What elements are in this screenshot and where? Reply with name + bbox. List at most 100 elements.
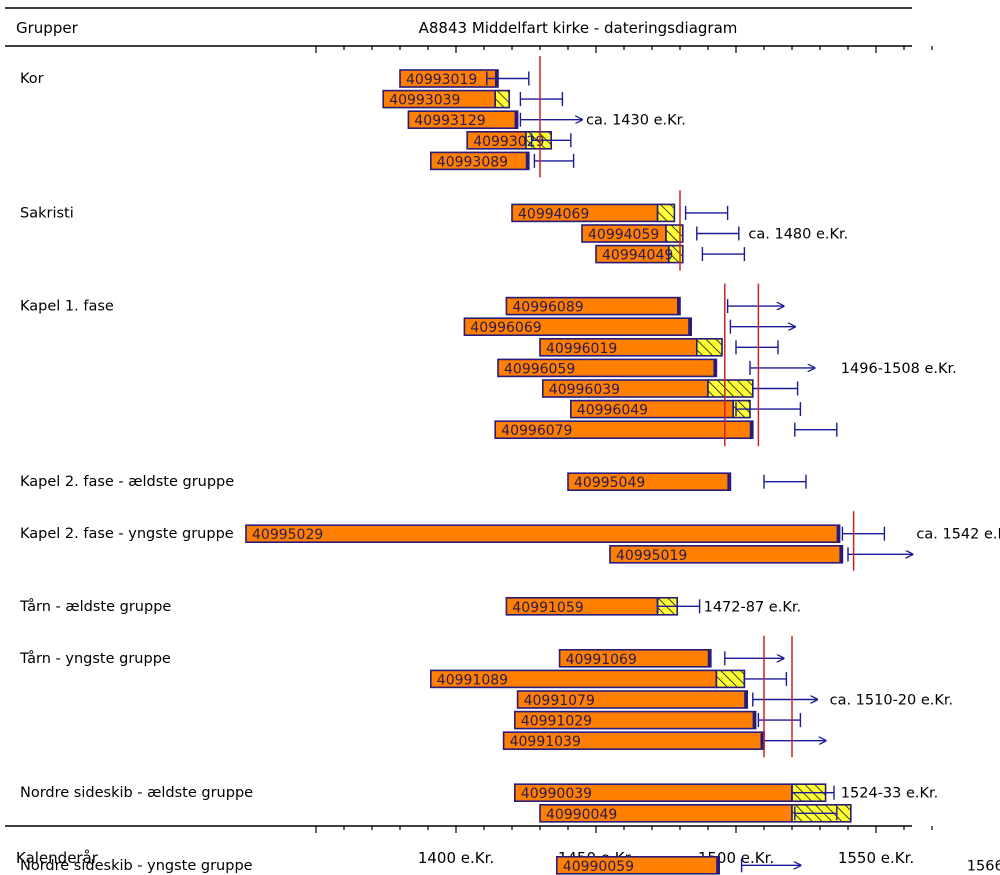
sample-row: 40996059: [497, 358, 814, 377]
sample-id: 40995019: [616, 548, 687, 564]
bar-end-mark: [744, 691, 748, 708]
group: Nordre sideskib - ældste gruppe 40990039 4…: [20, 783, 938, 823]
sample-id: 40996069: [470, 320, 541, 336]
dating-label: ca. 1542 e.Kr.: [916, 527, 1000, 543]
tick-label: 1400 e.Kr.: [418, 849, 494, 867]
footer-left-label: Kalenderår: [16, 849, 99, 867]
group: Kapel 2. fase - yngste gruppe 40995029 409…: [20, 511, 1000, 571]
sample-id: 40996089: [512, 300, 583, 316]
sample-row: 40996069: [463, 317, 794, 336]
sample-id: 40991029: [521, 714, 592, 730]
sample-row: 40991039: [502, 731, 826, 750]
sample-id: 40991089: [437, 672, 508, 688]
sample-id: 40996079: [501, 423, 572, 439]
sample-row: 40996089: [505, 296, 783, 316]
bar-end-mark: [839, 545, 843, 563]
sample-row: 40990049: [539, 803, 852, 823]
sapwood-bar: [494, 89, 511, 109]
sample-row: 40995019: [609, 544, 912, 564]
header-left-label: Grupper: [16, 19, 79, 37]
group: Kapel 2. fase - ældste gruppe 40995049: [20, 472, 807, 491]
sample-row: 40993129: [407, 110, 582, 129]
dating-label: 1472-87 e.Kr.: [704, 599, 801, 615]
group-name: Kor: [20, 71, 44, 87]
sample-row: 40996019: [539, 337, 779, 357]
group-name: Nordre sideskib - yngste gruppe: [20, 858, 253, 874]
sample-row: 40996079: [494, 420, 838, 440]
dating-label: ca. 1430 e.Kr.: [586, 113, 686, 129]
sample-id: 40993089: [437, 154, 508, 170]
sample-id: 40995049: [574, 475, 645, 491]
sample-id: 40993129: [414, 113, 485, 129]
group-name: Kapel 2. fase - ældste gruppe: [20, 474, 234, 490]
sample-id: 40994069: [518, 206, 589, 222]
group: Nordre sideskib - yngste gruppe409900594…: [20, 855, 1000, 875]
sample-id: 40990059: [563, 859, 634, 875]
sample-id: 40996039: [549, 382, 620, 398]
bar-end-mark: [707, 649, 711, 667]
sample-row: 40996039: [541, 379, 799, 398]
sample-id: 40994049: [602, 248, 673, 264]
chart-title: A8843 Middelfart kirke - dateringsdiagra…: [419, 19, 738, 37]
sample-row: 40991069: [558, 648, 784, 668]
heartwood-bar: [494, 420, 754, 440]
bar-end-mark: [727, 473, 731, 491]
group: Kapel 1. fase 40996089 40996069 40996019 409…: [20, 283, 957, 447]
sample-row: 40993039: [382, 89, 564, 109]
bar-end-mark: [677, 297, 680, 315]
sample-row: 40991059: [505, 596, 701, 616]
group: Tårn - yngste gruppe 40991069 40991089 4099…: [19, 635, 954, 758]
sample-row: 40994069: [511, 203, 729, 223]
dating-label: ca. 1480 e.Kr.: [748, 227, 848, 243]
sample-row: 40994049: [595, 244, 746, 264]
sample-row: 40995029: [245, 524, 886, 544]
sample-id: 40993019: [406, 72, 477, 88]
group-name: Kapel 1. fase: [20, 299, 114, 315]
sample-id: 40990049: [546, 807, 617, 823]
bar-end-mark: [688, 318, 692, 336]
bar-end-mark: [716, 856, 720, 874]
dating-label: 1496-1508 e.Kr.: [841, 361, 957, 377]
sample-id: 40996019: [546, 341, 617, 357]
bar-end-mark: [713, 359, 717, 377]
sample-row: 40990059: [555, 855, 801, 875]
sample-id: 40993029: [473, 134, 544, 150]
sapwood-bar: [695, 337, 723, 357]
sample-row: 40993029: [466, 131, 572, 150]
bottom-tick-marks: [315, 826, 933, 833]
sample-id: 40991039: [510, 734, 581, 750]
bar-end-mark: [836, 525, 840, 543]
bar-end-mark: [514, 111, 518, 129]
sapwood-bar: [656, 203, 676, 223]
tick-label: 1550 e.Kr.: [838, 849, 914, 867]
group-name: Sakristi: [20, 205, 74, 221]
sample-id: 40996059: [504, 361, 575, 377]
group: Kor 40993019 40993039 40993129 40993029 40993…: [20, 56, 686, 178]
sapwood-bar: [665, 224, 684, 243]
sample-row: 40991079: [516, 690, 818, 709]
sample-row: 40996049: [569, 399, 802, 419]
sample-id: 40990039: [521, 786, 592, 802]
sample-row: 40991089: [429, 669, 788, 689]
group-name: Tårn - yngste gruppe: [19, 650, 171, 667]
sample-row: 40995049: [567, 472, 807, 491]
sample-groups: Kor 40993019 40993039 40993129 40993029 40993…: [19, 56, 1000, 875]
bar-end-mark: [525, 152, 529, 170]
dating-label: 1524-33 e.Kr.: [841, 786, 938, 802]
group: Sakristi 40994069 40994059 40994049 ca. 1480…: [20, 190, 848, 271]
sample-id: 40995029: [252, 527, 323, 543]
sample-id: 40994059: [588, 227, 659, 243]
sample-row: 40994059: [581, 224, 740, 243]
dating-label: ca. 1510-20 e.Kr.: [830, 693, 954, 709]
dating-label: 1566-81 e.Kr.: [967, 858, 1000, 874]
group-name: Kapel 2. fase - yngste gruppe: [20, 526, 234, 542]
group-name: Tårn - ældste gruppe: [19, 598, 171, 615]
bar-end-mark: [749, 421, 753, 439]
sapwood-bar: [715, 669, 746, 689]
sample-id: 40991069: [566, 652, 637, 668]
top-tick-marks: [315, 46, 933, 53]
heartwood-bar: [245, 524, 841, 544]
sample-row: 40990039: [513, 783, 835, 802]
sample-row: 40993089: [429, 151, 575, 170]
